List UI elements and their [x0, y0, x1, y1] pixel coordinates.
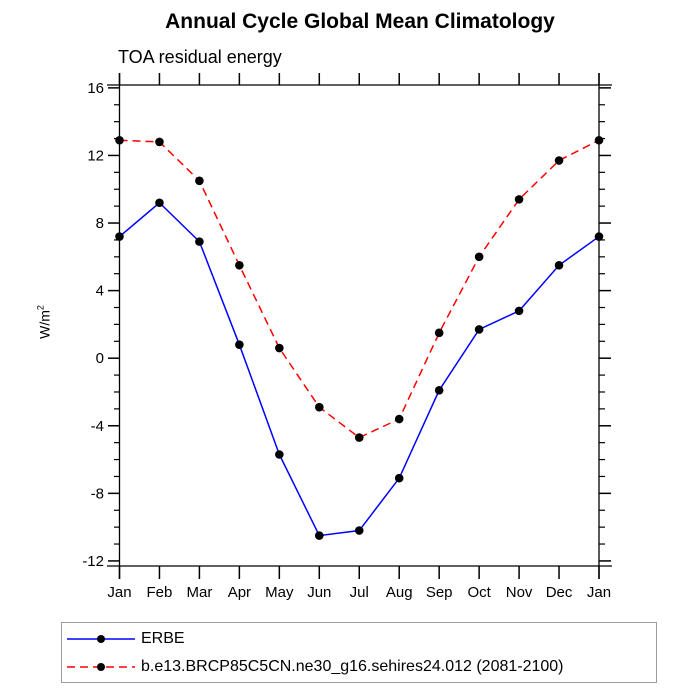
data-point-marker-0 [195, 237, 204, 246]
data-point-marker-1 [155, 137, 164, 147]
data-point-marker-1 [354, 433, 364, 442]
data-point-marker-0 [594, 232, 604, 241]
data-point-marker-1 [474, 252, 484, 262]
data-point-marker-0 [514, 306, 524, 316]
y-axis-tick-label: 8 [96, 215, 104, 232]
legend-line-sample-model [67, 662, 135, 671]
x-axis-tick-label: Aug [386, 584, 413, 601]
data-point-marker-0 [554, 260, 564, 270]
data-point-marker-0 [235, 340, 244, 349]
data-point-marker-0 [115, 232, 124, 241]
x-axis-tick-label: Feb [147, 584, 173, 601]
data-point-marker-1 [314, 402, 324, 412]
legend-line-sample-erbe [67, 634, 135, 643]
x-axis-tick-label: Sep [426, 584, 453, 601]
data-point-marker-1 [275, 343, 284, 353]
legend-sample-marker-1 [97, 662, 105, 671]
x-axis-tick-label: Jan [587, 584, 611, 601]
data-point-marker-1 [554, 156, 564, 165]
data-point-marker-1 [434, 328, 444, 338]
y-axis-tick-label: -8 [91, 485, 104, 502]
x-axis-tick-label: Nov [506, 584, 533, 601]
data-point-marker-1 [235, 260, 244, 270]
legend-entry-model: b.e13.BRCP85C5CN.ne30_g16.sehires24.012 … [62, 653, 656, 681]
legend: ERBE b.e13.BRCP85C5CN.ne30_g16.sehires24… [61, 622, 657, 683]
x-axis-tick-label: Apr [228, 584, 251, 601]
data-point-marker-0 [394, 473, 404, 483]
x-axis-tick-label: Oct [467, 584, 491, 601]
data-point-marker-1 [195, 176, 204, 186]
data-point-marker-1 [514, 195, 524, 204]
y-axis-tick-label: 4 [96, 283, 104, 300]
y-axis-tick-label: 0 [96, 350, 104, 367]
legend-label-erbe: ERBE [141, 629, 185, 647]
legend-sample-marker-0 [97, 634, 105, 643]
x-axis-tick-label: Dec [546, 584, 573, 601]
series-line-1 [119, 139, 600, 439]
data-point-marker-1 [115, 135, 124, 145]
data-point-marker-0 [275, 450, 284, 459]
x-axis-tick-label: Jul [350, 584, 369, 601]
data-point-marker-0 [434, 385, 444, 395]
x-axis-tick-label: Mar [186, 584, 212, 601]
x-axis-tick-label: Jun [307, 584, 331, 601]
y-axis-tick-label: -12 [82, 553, 104, 570]
data-point-marker-0 [314, 531, 324, 540]
y-axis-tick-label: 16 [87, 80, 104, 97]
data-point-marker-1 [394, 414, 404, 424]
x-axis-tick-label: Jan [107, 584, 131, 601]
data-point-marker-0 [354, 526, 364, 535]
chart-title: Annual Cycle Global Mean Climatology [165, 10, 555, 33]
data-point-marker-1 [594, 135, 604, 145]
x-axis-tick-label: May [265, 584, 294, 601]
legend-label-model: b.e13.BRCP85C5CN.ne30_g16.sehires24.012 … [141, 657, 564, 675]
data-point-marker-0 [155, 198, 164, 208]
y-axis-tick-label: 12 [87, 147, 104, 164]
data-point-marker-0 [474, 325, 484, 334]
y-axis-tick-label: -4 [91, 418, 104, 435]
plot-area: Jan Feb Mar Apr May Jun Jul Aug Sep Oct Nov Dec Jan-… [82, 73, 612, 601]
chart-subtitle: TOA residual energy [118, 47, 282, 67]
series-line-0 [119, 201, 600, 537]
legend-entry-erbe: ERBE [62, 625, 656, 653]
